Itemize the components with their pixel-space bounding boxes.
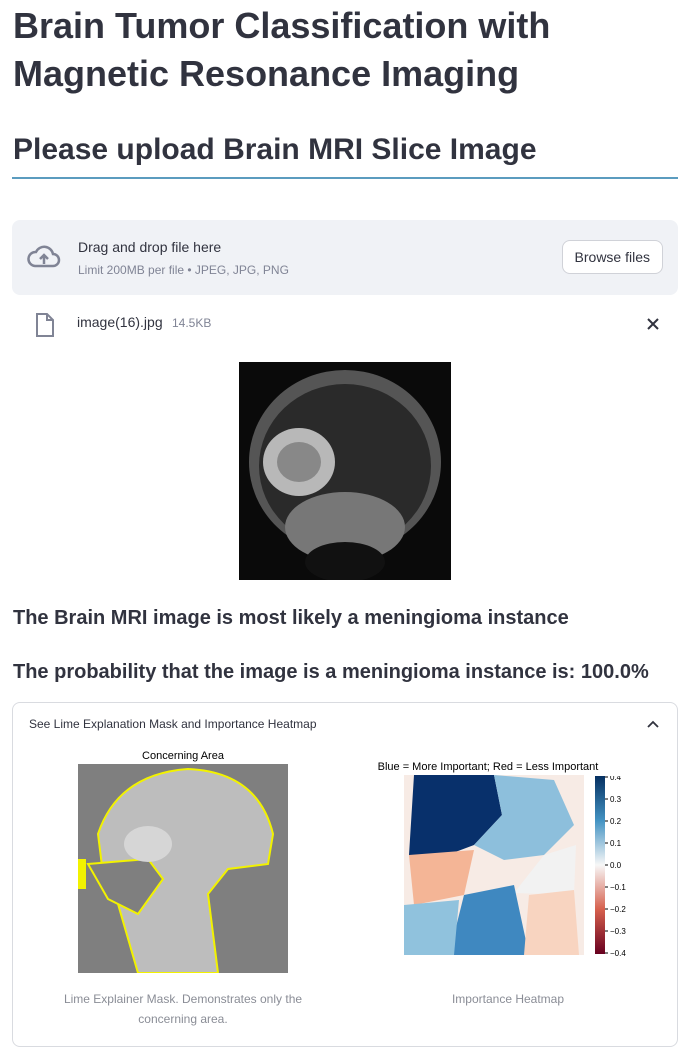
upload-prompt: Drag and drop file here (78, 239, 222, 255)
mask-title: Concerning Area (142, 750, 224, 762)
prediction-text: The Brain MRI image is most likely a men… (13, 607, 569, 629)
colorbar-tick-label: −0.1 (610, 883, 626, 892)
probability-text: The probability that the image is a meni… (13, 661, 649, 683)
colorbar: 0.4 0.3 0.2 0.1 0.0 −0.1 −0.2 −0.3 −0.4 (595, 776, 626, 956)
colorbar-tick-label: 0.1 (610, 839, 622, 848)
mask-caption: Lime Explainer Mask. Demonstrates only t… (63, 992, 303, 1026)
colorbar-tick-label: 0.4 (610, 776, 622, 782)
colorbar-tick-label: 0.3 (610, 795, 622, 804)
expander[interactable]: See Lime Explanation Mask and Importance… (12, 702, 678, 1047)
colorbar-tick-label: 0.0 (610, 861, 622, 870)
file-name: image(16).jpg (77, 314, 163, 330)
upload-icon (27, 245, 61, 268)
file-uploader[interactable]: Drag and drop file here Limit 200MB per … (12, 220, 678, 295)
colorbar-tick-label: −0.4 (610, 949, 626, 956)
heatmap-title: Blue = More Important; Red = Less Import… (377, 761, 599, 773)
remove-file[interactable] (646, 317, 660, 331)
upload-limits: Limit 200MB per file • JPEG, JPG, PNG (78, 263, 289, 277)
file-icon (36, 313, 54, 337)
subtitle: Please upload Brain MRI Slice Image (13, 133, 537, 166)
heatmap-caption: Importance Heatmap (451, 992, 565, 1006)
divider (12, 177, 678, 179)
heatmap-image (404, 775, 584, 955)
colorbar-tick-label: 0.2 (610, 817, 622, 826)
browse-button[interactable]: Browse files (561, 240, 663, 274)
colorbar-tick-label: −0.3 (610, 927, 626, 936)
collapse-icon[interactable] (647, 719, 659, 729)
expander-label: See Lime Explanation Mask and Importance… (29, 717, 317, 731)
mask-image (78, 764, 288, 973)
file-size: 14.5KB (172, 316, 212, 330)
colorbar-tick-label: −0.2 (610, 905, 626, 914)
mri-image (239, 362, 451, 580)
title: Brain Tumor Classification with Magnetic… (13, 5, 551, 94)
